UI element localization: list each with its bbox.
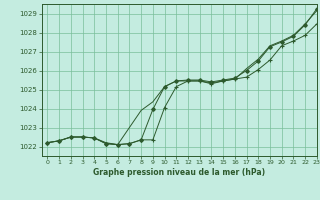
X-axis label: Graphe pression niveau de la mer (hPa): Graphe pression niveau de la mer (hPa)	[93, 168, 265, 177]
